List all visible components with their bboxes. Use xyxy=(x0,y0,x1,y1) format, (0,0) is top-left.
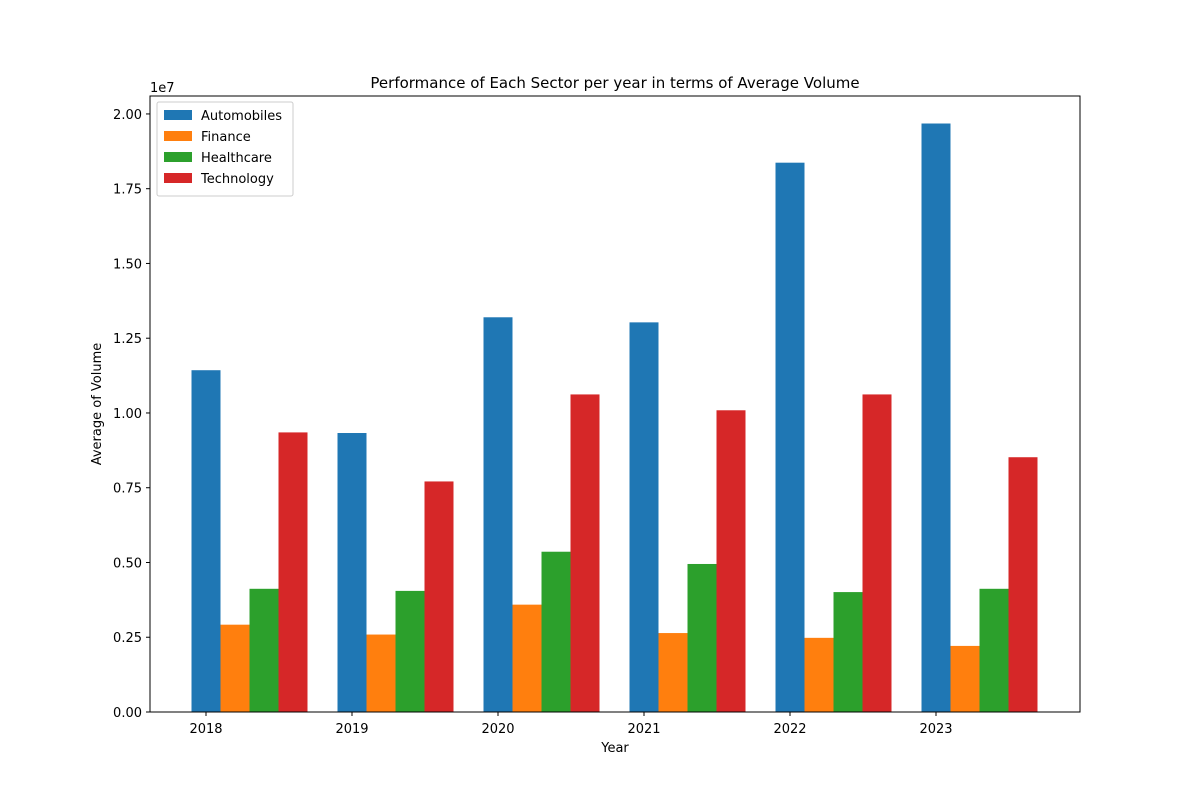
y-tick-label: 0.75 xyxy=(113,482,142,497)
bar-healthcare-2019 xyxy=(395,590,425,712)
bar-healthcare-2022 xyxy=(833,592,863,712)
bar-automobiles-2021 xyxy=(629,322,659,712)
y-axis-ticks: 0.00 0.25 0.50 0.75 1.00 1.25 1.50 1.75 2.00 xyxy=(113,108,150,721)
legend-swatch-healthcare xyxy=(164,152,192,162)
bar-automobiles-2018 xyxy=(191,370,221,712)
y-tick-label: 1.00 xyxy=(113,407,142,422)
bar-finance-2020 xyxy=(512,604,542,712)
bar-healthcare-2020 xyxy=(541,551,571,712)
y-tick-label: 2.00 xyxy=(113,108,142,123)
bar-healthcare-2018 xyxy=(249,588,279,712)
bar-healthcare-2023 xyxy=(979,588,1009,712)
bar-healthcare-2021 xyxy=(687,563,717,712)
legend-swatch-automobiles xyxy=(164,110,192,120)
bar-technology-2019 xyxy=(424,481,454,712)
legend-label-finance: Finance xyxy=(201,130,251,145)
chart-title: Performance of Each Sector per year in t… xyxy=(370,74,859,92)
legend-label-healthcare: Healthcare xyxy=(201,151,272,166)
y-tick-label: 1.25 xyxy=(113,332,142,347)
y-tick-label: 1.75 xyxy=(113,183,142,198)
x-axis-ticks: 2018 2019 2020 2021 2022 2023 xyxy=(189,712,953,737)
bar-technology-2022 xyxy=(862,394,892,712)
y-axis-offset-text: 1e7 xyxy=(150,81,175,96)
bar-automobiles-2023 xyxy=(921,123,951,712)
bar-automobiles-2022 xyxy=(775,162,805,713)
x-tick-label-2022: 2022 xyxy=(773,722,806,737)
legend-label-automobiles: Automobiles xyxy=(201,109,282,124)
legend-box xyxy=(156,101,294,197)
x-tick-label-2020: 2020 xyxy=(481,722,514,737)
legend-label-technology: Technology xyxy=(200,172,274,187)
bars-layer xyxy=(191,123,1038,713)
y-tick-label: 0.00 xyxy=(113,706,142,721)
x-tick-label-2018: 2018 xyxy=(189,722,222,737)
legend-swatch-technology xyxy=(164,173,192,183)
legend-swatch-finance xyxy=(164,131,192,141)
x-tick-label-2023: 2023 xyxy=(919,722,952,737)
bar-technology-2020 xyxy=(570,394,600,712)
bar-finance-2018 xyxy=(220,624,250,712)
bar-finance-2022 xyxy=(804,637,834,712)
bar-automobiles-2020 xyxy=(483,317,513,712)
bar-finance-2021 xyxy=(658,633,688,712)
plot-area-frame xyxy=(149,95,1081,713)
y-tick-label: 1.50 xyxy=(113,257,142,272)
y-axis-label: Average of Volume xyxy=(90,343,105,466)
y-tick-label: 0.25 xyxy=(113,631,142,646)
legend: Automobiles Finance Healthcare Technology xyxy=(156,101,294,197)
bar-finance-2023 xyxy=(950,645,980,712)
bar-technology-2018 xyxy=(278,432,308,712)
x-axis-label: Year xyxy=(600,741,629,756)
bar-finance-2019 xyxy=(366,634,396,712)
bar-technology-2023 xyxy=(1008,457,1038,712)
y-tick-label: 0.50 xyxy=(113,556,142,571)
x-tick-label-2019: 2019 xyxy=(335,722,368,737)
x-tick-label-2021: 2021 xyxy=(627,722,660,737)
bar-automobiles-2019 xyxy=(337,433,367,712)
bar-technology-2021 xyxy=(716,410,746,712)
